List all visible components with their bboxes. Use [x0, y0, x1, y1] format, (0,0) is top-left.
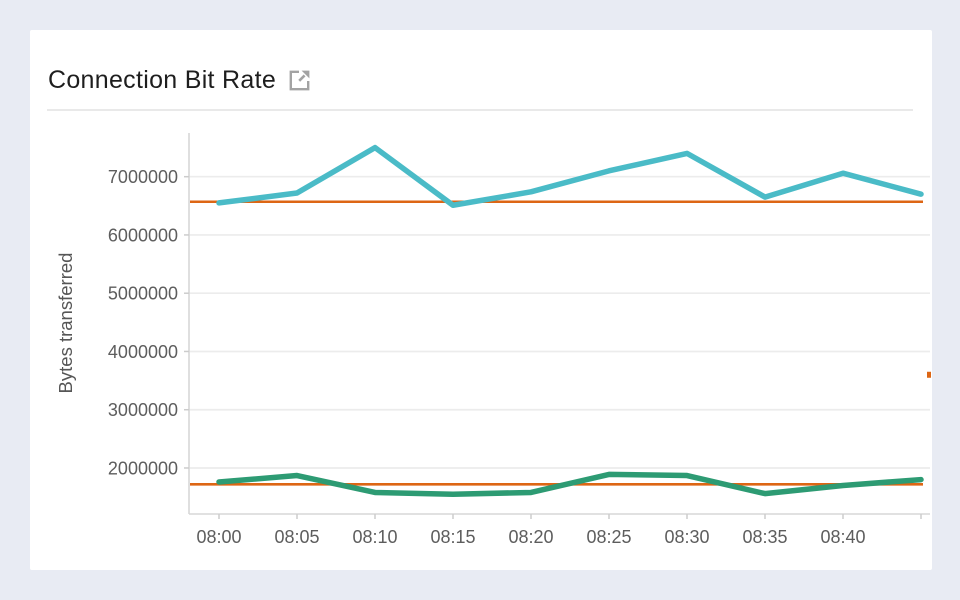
y-tick-label: 3000000: [108, 400, 178, 420]
y-tick-label: 5000000: [108, 284, 178, 304]
x-tick-label: 08:10: [352, 527, 397, 547]
y-axis-label: Bytes transferred: [55, 253, 76, 394]
open-in-new-window-icon[interactable]: [288, 69, 311, 92]
y-tick-label: 7000000: [108, 167, 178, 187]
x-tick-label: 08:05: [274, 527, 319, 547]
y-tick-label: 4000000: [108, 342, 178, 362]
x-tick-label: 08:30: [664, 527, 709, 547]
title-divider: [47, 109, 913, 111]
card-header: Connection Bit Rate: [48, 60, 311, 100]
x-tick-label: 08:40: [820, 527, 865, 547]
x-tick-label: 08:35: [742, 527, 787, 547]
chart-card: 2000000 3000000 4000000 5000000 6000000 70000…: [30, 30, 932, 570]
series-1-line: [216, 144, 924, 208]
edge-marker: [927, 371, 931, 378]
x-tick-label: 08:20: [508, 527, 553, 547]
page-title: Connection Bit Rate: [48, 65, 277, 94]
x-tick-label: 08:15: [430, 527, 475, 547]
chart-area: 2000000 3000000 4000000 5000000 6000000 70000…: [55, 133, 931, 547]
y-tick-label: 2000000: [108, 458, 178, 478]
series-2-line: [216, 471, 924, 497]
x-tick-label: 08:00: [196, 527, 241, 547]
y-tick-label: 6000000: [108, 225, 178, 245]
x-tick-label: 08:25: [586, 527, 631, 547]
